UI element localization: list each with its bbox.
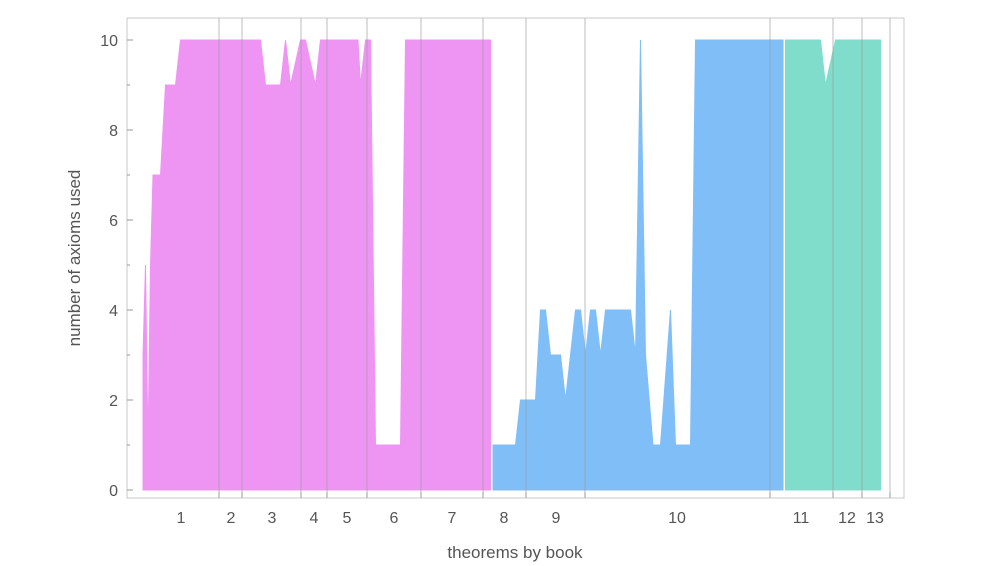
x-tick-label-book-6: 6	[390, 510, 399, 527]
x-tick-label-book-2: 2	[227, 510, 236, 527]
x-axis: 1 2 3 4 5 6 7 8 9 10 11 12 13	[177, 492, 891, 527]
x-tick-label-book-13: 13	[866, 510, 884, 527]
grid-layer	[218, 18, 891, 498]
y-tick-label: 2	[109, 393, 118, 410]
x-tick-label-book-1: 1	[177, 510, 186, 527]
x-tick-label-book-7: 7	[448, 510, 457, 527]
y-tick-label: 8	[109, 123, 118, 140]
x-tick-label-book-5: 5	[343, 510, 352, 527]
series-area-1	[142, 39, 491, 491]
plot-frame	[126, 17, 905, 499]
y-tick-label: 10	[100, 33, 118, 50]
x-tick-label-book-4: 4	[310, 510, 319, 527]
x-tick-label-book-9: 9	[552, 510, 561, 527]
x-tick-label-book-11: 11	[793, 510, 810, 527]
series-area-2	[492, 39, 784, 491]
y-tick-label: 6	[109, 213, 118, 230]
x-tick-label-book-8: 8	[500, 510, 509, 527]
y-axis: 0 2 4 6 8 10	[100, 33, 133, 500]
x-tick-label-book-10: 10	[668, 510, 686, 527]
y-axis-label: number of axioms used	[65, 170, 84, 347]
y-tick-label: 4	[109, 303, 118, 320]
y-tick-label: 0	[109, 483, 118, 500]
x-tick-label-book-3: 3	[268, 510, 277, 527]
x-axis-label: theorems by book	[447, 543, 583, 562]
x-tick-label-book-12: 12	[838, 510, 856, 527]
series-layer	[142, 39, 881, 491]
